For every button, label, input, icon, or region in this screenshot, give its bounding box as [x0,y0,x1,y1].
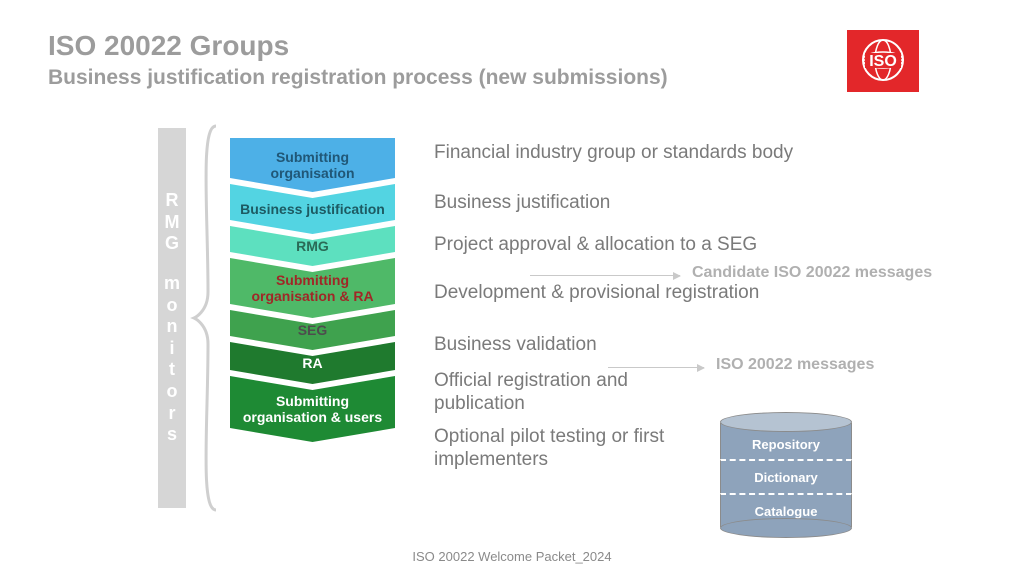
process-step-label: Submitting organisation [230,149,395,181]
footer-text: ISO 20022 Welcome Packet_2024 [0,549,1024,564]
rmg-text-bottom: monitors [164,273,180,446]
side-note: Candidate ISO 20022 messages [692,264,932,282]
process-step-label: SEG [290,322,336,338]
step-description: Optional pilot testing or first implemen… [434,426,684,472]
iso-logo-icon: ISO [853,36,913,86]
step-description: Project approval & allocation to a SEG [434,234,854,257]
curly-brace-icon [190,122,220,514]
process-step: Submitting organisation & RA [230,258,395,318]
arrow-line [608,367,704,368]
cylinder-bottom [720,518,852,538]
rmg-monitors-bar: RMG monitors [158,128,186,508]
process-chevron-stack: Submitting organisation Business justific… [230,138,395,434]
page-subtitle: Business justification registration proc… [48,66,668,90]
step-description: Official registration and publication [434,370,684,416]
step-description: Business validation [434,334,854,357]
arrow-line [530,275,680,276]
process-step-label: Submitting organisation & RA [230,272,395,304]
title-block: ISO 20022 Groups Business justification … [48,30,668,90]
process-step: Submitting organisation & users [230,376,395,442]
cylinder-top [720,412,852,432]
process-step-label: Submitting organisation & users [230,393,395,425]
process-step-label: RA [294,355,330,371]
cylinder-section: Dictionary [720,459,852,493]
side-note: ISO 20022 messages [716,356,874,374]
process-step-label: RMG [288,238,337,254]
svg-text:ISO: ISO [869,53,897,70]
process-step-label: Business justification [232,201,393,217]
page-title: ISO 20022 Groups [48,30,668,62]
step-description: Financial industry group or standards bo… [434,142,854,165]
iso-logo: ISO [847,30,919,92]
rmg-text-top: RMG [165,190,180,255]
step-description: Development & provisional registration [434,282,854,305]
repository-cylinder: RepositoryDictionaryCatalogue [720,412,850,538]
step-description: Business justification [434,192,854,215]
